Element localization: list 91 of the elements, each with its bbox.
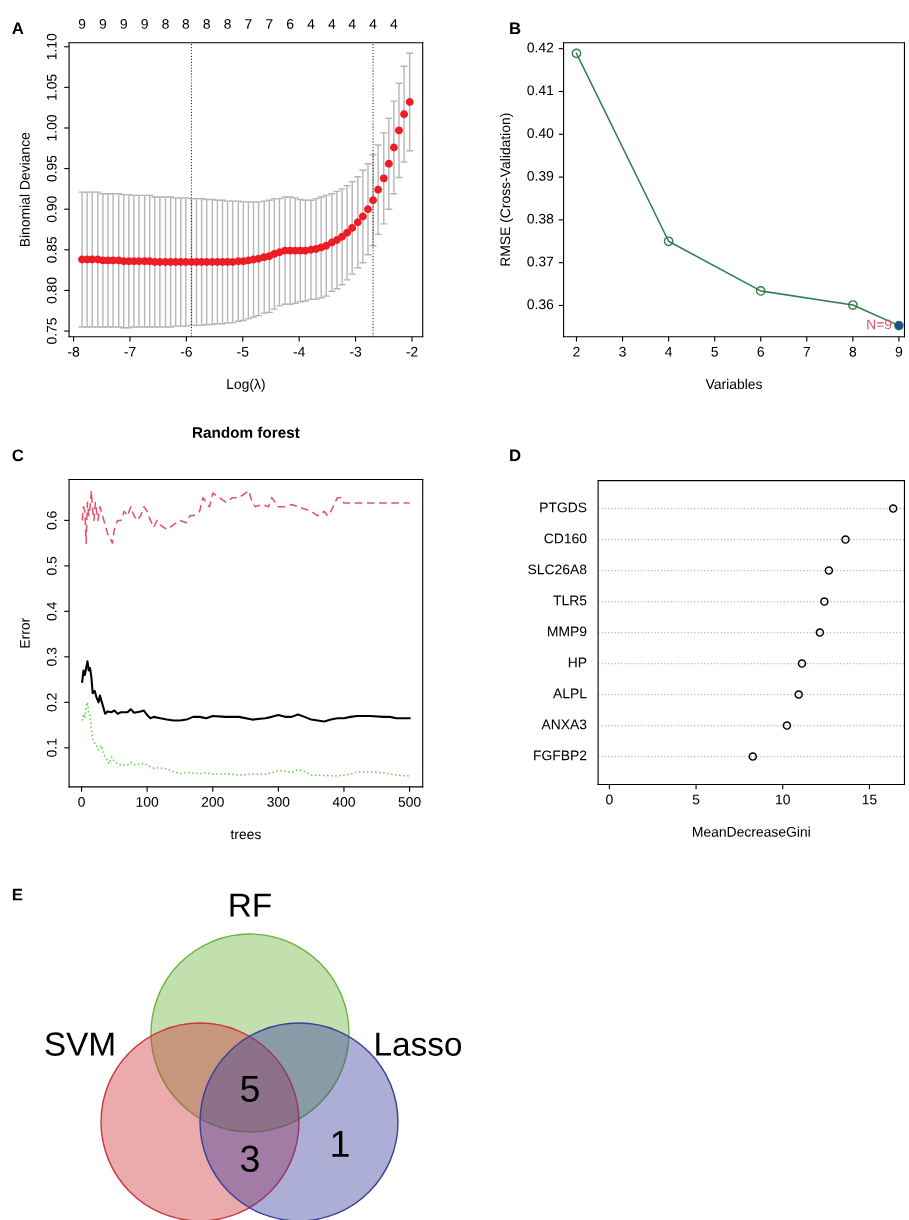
x-tick-label: -4 xyxy=(293,346,305,357)
x-tick-label: 4 xyxy=(665,346,673,357)
y-tick-label: 0.3 xyxy=(46,647,57,666)
category-label: Lasso xyxy=(376,1032,462,1056)
x-tick-label: 7 xyxy=(803,346,810,357)
x-tick-label: 6 xyxy=(757,346,764,357)
y-tick-label: 1.10 xyxy=(46,33,57,60)
x-tick-label: 8 xyxy=(849,346,857,357)
text: 9 xyxy=(141,19,148,29)
text: 8 xyxy=(162,19,169,29)
y-tick-label: 0.75 xyxy=(46,318,57,345)
category-label: SVM xyxy=(45,1032,114,1056)
text: 3 xyxy=(241,1145,259,1173)
x-tick-label: -8 xyxy=(68,346,80,357)
x-tick-label: 400 xyxy=(332,796,356,807)
x-tick-label: 300 xyxy=(267,796,290,807)
y-tick-label: 0.90 xyxy=(46,196,57,223)
x-tick-label: -6 xyxy=(180,346,192,357)
x-tick-label: 15 xyxy=(862,794,877,805)
y-tick-label: 0.80 xyxy=(46,277,57,304)
y-tick-label: 0.39 xyxy=(527,170,554,181)
x-tick-label: 5 xyxy=(711,346,718,357)
x-tick-label: -3 xyxy=(350,346,362,357)
y-tick-label: ANXA3 xyxy=(541,719,587,730)
x-axis-title: trees xyxy=(230,830,261,840)
y-tick-label: 0.85 xyxy=(46,236,57,263)
y-axis-title: Error xyxy=(20,617,30,648)
x-tick-label: 5 xyxy=(692,794,700,805)
text: 4 xyxy=(348,19,356,29)
y-tick-label: 0.2 xyxy=(46,693,57,712)
text: C xyxy=(12,449,24,462)
x-tick-label: 200 xyxy=(201,796,224,807)
text: A xyxy=(12,22,24,35)
x-tick-label: 2 xyxy=(573,346,580,357)
x-axis-title: MeanDecreaseGini xyxy=(692,826,810,837)
y-tick-label: 0.36 xyxy=(527,299,554,310)
y-tick-label: 1.05 xyxy=(46,74,57,100)
text: 4 xyxy=(307,19,315,29)
x-tick-label: 10 xyxy=(776,794,790,805)
y-tick-label: PTGDS xyxy=(540,502,587,513)
x-tick-label: 9 xyxy=(895,346,903,357)
y-tick-label: TLR5 xyxy=(553,595,587,606)
text: D xyxy=(510,449,521,462)
y-tick-label: 0.4 xyxy=(46,602,57,621)
y-tick-label: FGFBP2 xyxy=(534,750,587,761)
chart-title: Random forest xyxy=(193,426,300,438)
y-tick-label: 0.42 xyxy=(527,42,554,53)
text: 4 xyxy=(369,19,377,29)
x-tick-label: 0 xyxy=(78,796,85,807)
x-axis-title: Variables xyxy=(705,378,762,390)
text: B xyxy=(510,22,521,35)
y-tick-label: 0.95 xyxy=(46,155,57,182)
text: E xyxy=(12,888,23,901)
x-tick-label: 0 xyxy=(606,794,613,805)
x-tick-label: -2 xyxy=(406,346,418,357)
text: 9 xyxy=(78,19,86,29)
y-tick-label: 0.5 xyxy=(46,556,57,575)
y-tick-label: CD160 xyxy=(544,533,587,544)
x-tick-label: -7 xyxy=(124,346,136,357)
text: 4 xyxy=(328,19,336,29)
y-tick-label: 0.40 xyxy=(527,128,554,139)
y-tick-label: 0.37 xyxy=(527,256,554,267)
annotation: N=9 xyxy=(867,319,892,330)
text: 8 xyxy=(182,19,190,29)
text: 9 xyxy=(120,19,127,29)
x-tick-label: 3 xyxy=(619,346,626,357)
y-tick-label: HP xyxy=(568,657,587,668)
text: 8 xyxy=(224,19,231,29)
y-tick-label: 1.00 xyxy=(46,115,57,141)
x-axis-title: Log(λ) xyxy=(227,378,265,392)
text: 8 xyxy=(203,19,210,29)
y-tick-label: MMP9 xyxy=(548,626,587,637)
text: 7 xyxy=(266,19,273,29)
y-tick-label: ALPL xyxy=(553,688,587,699)
y-tick-label: 0.41 xyxy=(527,85,554,96)
y-tick-label: 0.1 xyxy=(46,738,57,757)
text: 5 xyxy=(241,1075,259,1103)
category-label: RF xyxy=(230,893,271,917)
x-tick-label: 100 xyxy=(136,796,159,807)
y-axis-title: Binomial Deviance xyxy=(19,132,30,247)
text: 7 xyxy=(245,19,252,29)
text: 9 xyxy=(99,19,107,29)
y-tick-label: 0.38 xyxy=(527,213,554,224)
x-tick-label: -5 xyxy=(237,346,249,357)
text: 6 xyxy=(287,19,294,29)
y-tick-label: 0.6 xyxy=(46,511,57,530)
x-tick-label: 500 xyxy=(398,796,421,807)
y-axis-title: RMSE (Cross-Validation) xyxy=(499,113,513,266)
text: 1 xyxy=(332,1130,349,1157)
text: 4 xyxy=(390,19,398,29)
y-tick-label: SLC26A8 xyxy=(528,564,587,575)
